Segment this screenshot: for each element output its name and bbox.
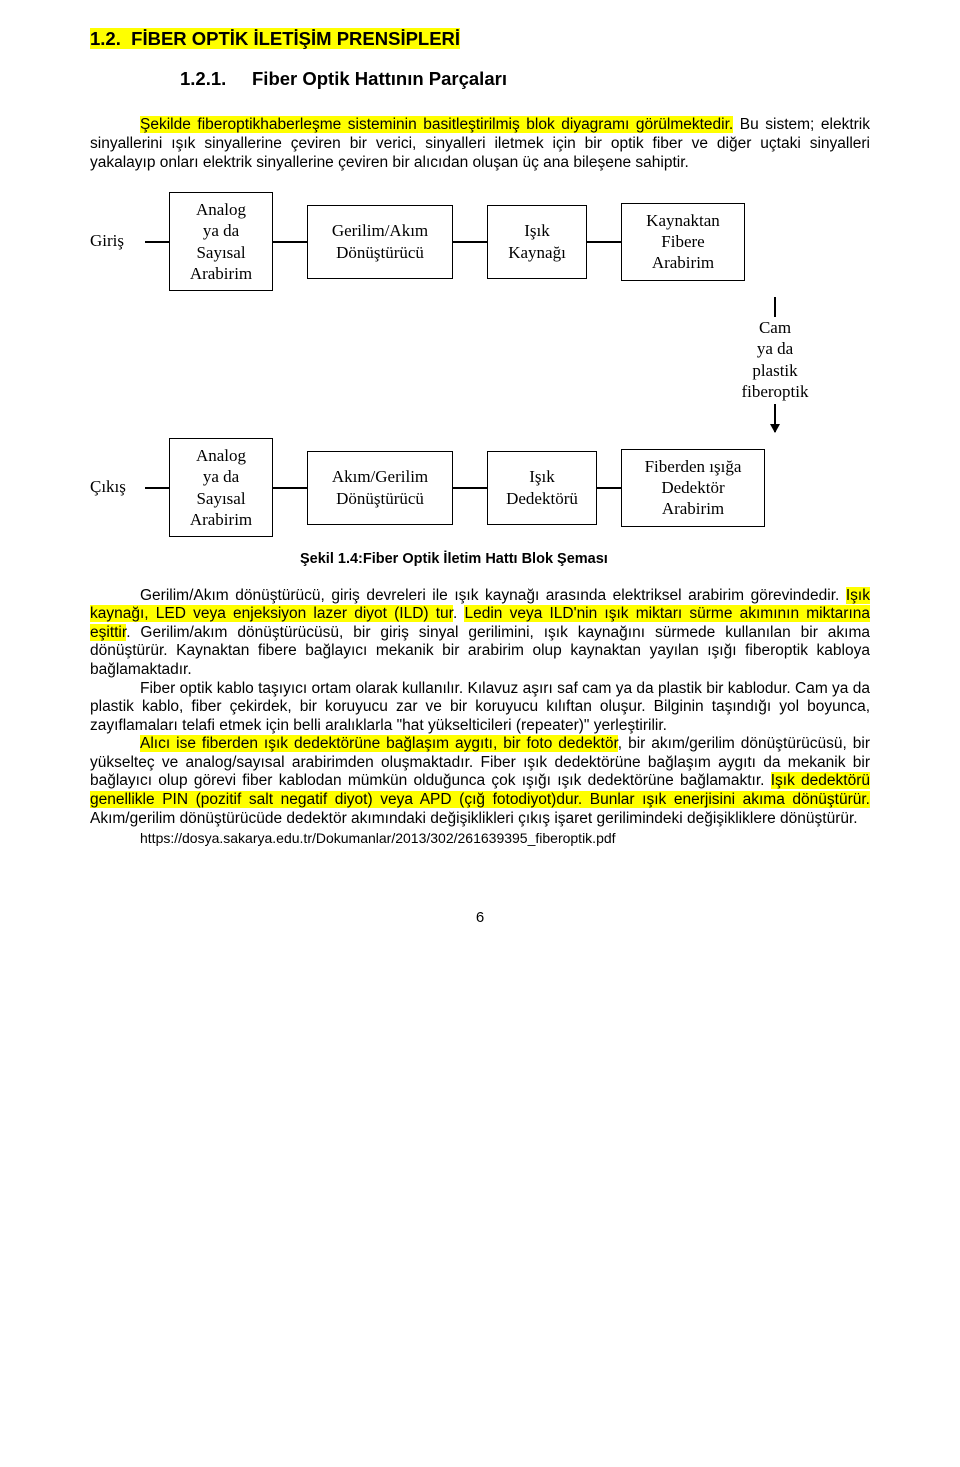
arrow bbox=[597, 487, 621, 489]
p3-hl1: Alıcı ise fiberden ışık dedektörüne bağl… bbox=[140, 735, 618, 752]
intro-paragraph: Şekilde fiberoptikhaberleşme sisteminin … bbox=[90, 116, 870, 172]
arrow bbox=[587, 241, 621, 243]
box-src-to-fiber: KaynaktanFibereArabirim bbox=[621, 203, 745, 281]
subsection-heading: 1.2.1. Fiber Optik Hattının Parçaları bbox=[180, 68, 870, 90]
subsection-title: Fiber Optik Hattının Parçaları bbox=[252, 68, 507, 89]
p1-a: Gerilim/Akım dönüştürücü, giriş devreler… bbox=[140, 587, 846, 604]
p1-b: . bbox=[453, 605, 464, 622]
body-para-3: Alıcı ise fiberden ışık dedektörüne bağl… bbox=[90, 735, 870, 828]
block-diagram: Giriş Analogya daSayısalArabirim Gerilim… bbox=[90, 192, 870, 537]
box-vtoi: Gerilim/AkımDönüştürücü bbox=[307, 205, 453, 279]
arrow bbox=[145, 487, 169, 489]
body-para-1: Gerilim/Akım dönüştürücü, giriş devreler… bbox=[90, 587, 870, 680]
arrow bbox=[145, 241, 169, 243]
arrow bbox=[273, 241, 307, 243]
box-light-src: IşıkKaynağı bbox=[487, 205, 587, 279]
arrow bbox=[453, 241, 487, 243]
source-url: https://dosya.sakarya.edu.tr/Dokumanlar/… bbox=[140, 830, 870, 847]
page-number: 6 bbox=[90, 909, 870, 927]
body-para-2: Fiber optik kablo taşıyıcı ortam olarak … bbox=[90, 680, 870, 736]
row1-label: Giriş bbox=[90, 231, 145, 251]
subsection-number: 1.2.1. bbox=[180, 68, 226, 89]
section-heading: 1.2. FİBER OPTİK İLETİŞİM PRENSİPLERİ bbox=[90, 28, 870, 50]
box-light-det: IşıkDedektörü bbox=[487, 451, 597, 525]
p1-c: . Gerilim/akım dönüştürücüsü, bir giriş … bbox=[90, 624, 870, 678]
diagram-row-input: Giriş Analogya daSayısalArabirim Gerilim… bbox=[90, 192, 870, 291]
arrow bbox=[453, 487, 487, 489]
p3-b: Akım/gerilim dönüştürücüde dedektör akım… bbox=[90, 810, 858, 827]
section-number: 1.2. bbox=[90, 28, 121, 49]
arrow bbox=[273, 487, 307, 489]
p2: Fiber optik kablo taşıyıcı ortam olarak … bbox=[90, 680, 870, 734]
box-analog-out: Analogya daSayısalArabirim bbox=[169, 438, 273, 537]
intro-highlight: Şekilde fiberoptikhaberleşme sisteminin … bbox=[140, 116, 733, 133]
figure-caption: Şekil 1.4:Fiber Optik İletim Hattı Blok … bbox=[300, 551, 870, 568]
mid-label: Camya daplastikfiberoptik bbox=[741, 317, 808, 402]
arrow-down bbox=[774, 404, 776, 432]
diagram-row-output: Çıkış Analogya daSayısalArabirim Akım/Ge… bbox=[90, 438, 870, 537]
box-fiber-to-det: Fiberden ışığaDedektörArabirim bbox=[621, 449, 765, 527]
diagram-mid: Camya daplastikfiberoptik bbox=[680, 297, 870, 432]
row2-label: Çıkış bbox=[90, 477, 145, 497]
box-analog-in: Analogya daSayısalArabirim bbox=[169, 192, 273, 291]
box-itov: Akım/GerilimDönüştürücü bbox=[307, 451, 453, 525]
section-title: FİBER OPTİK İLETİŞİM PRENSİPLERİ bbox=[131, 28, 460, 49]
